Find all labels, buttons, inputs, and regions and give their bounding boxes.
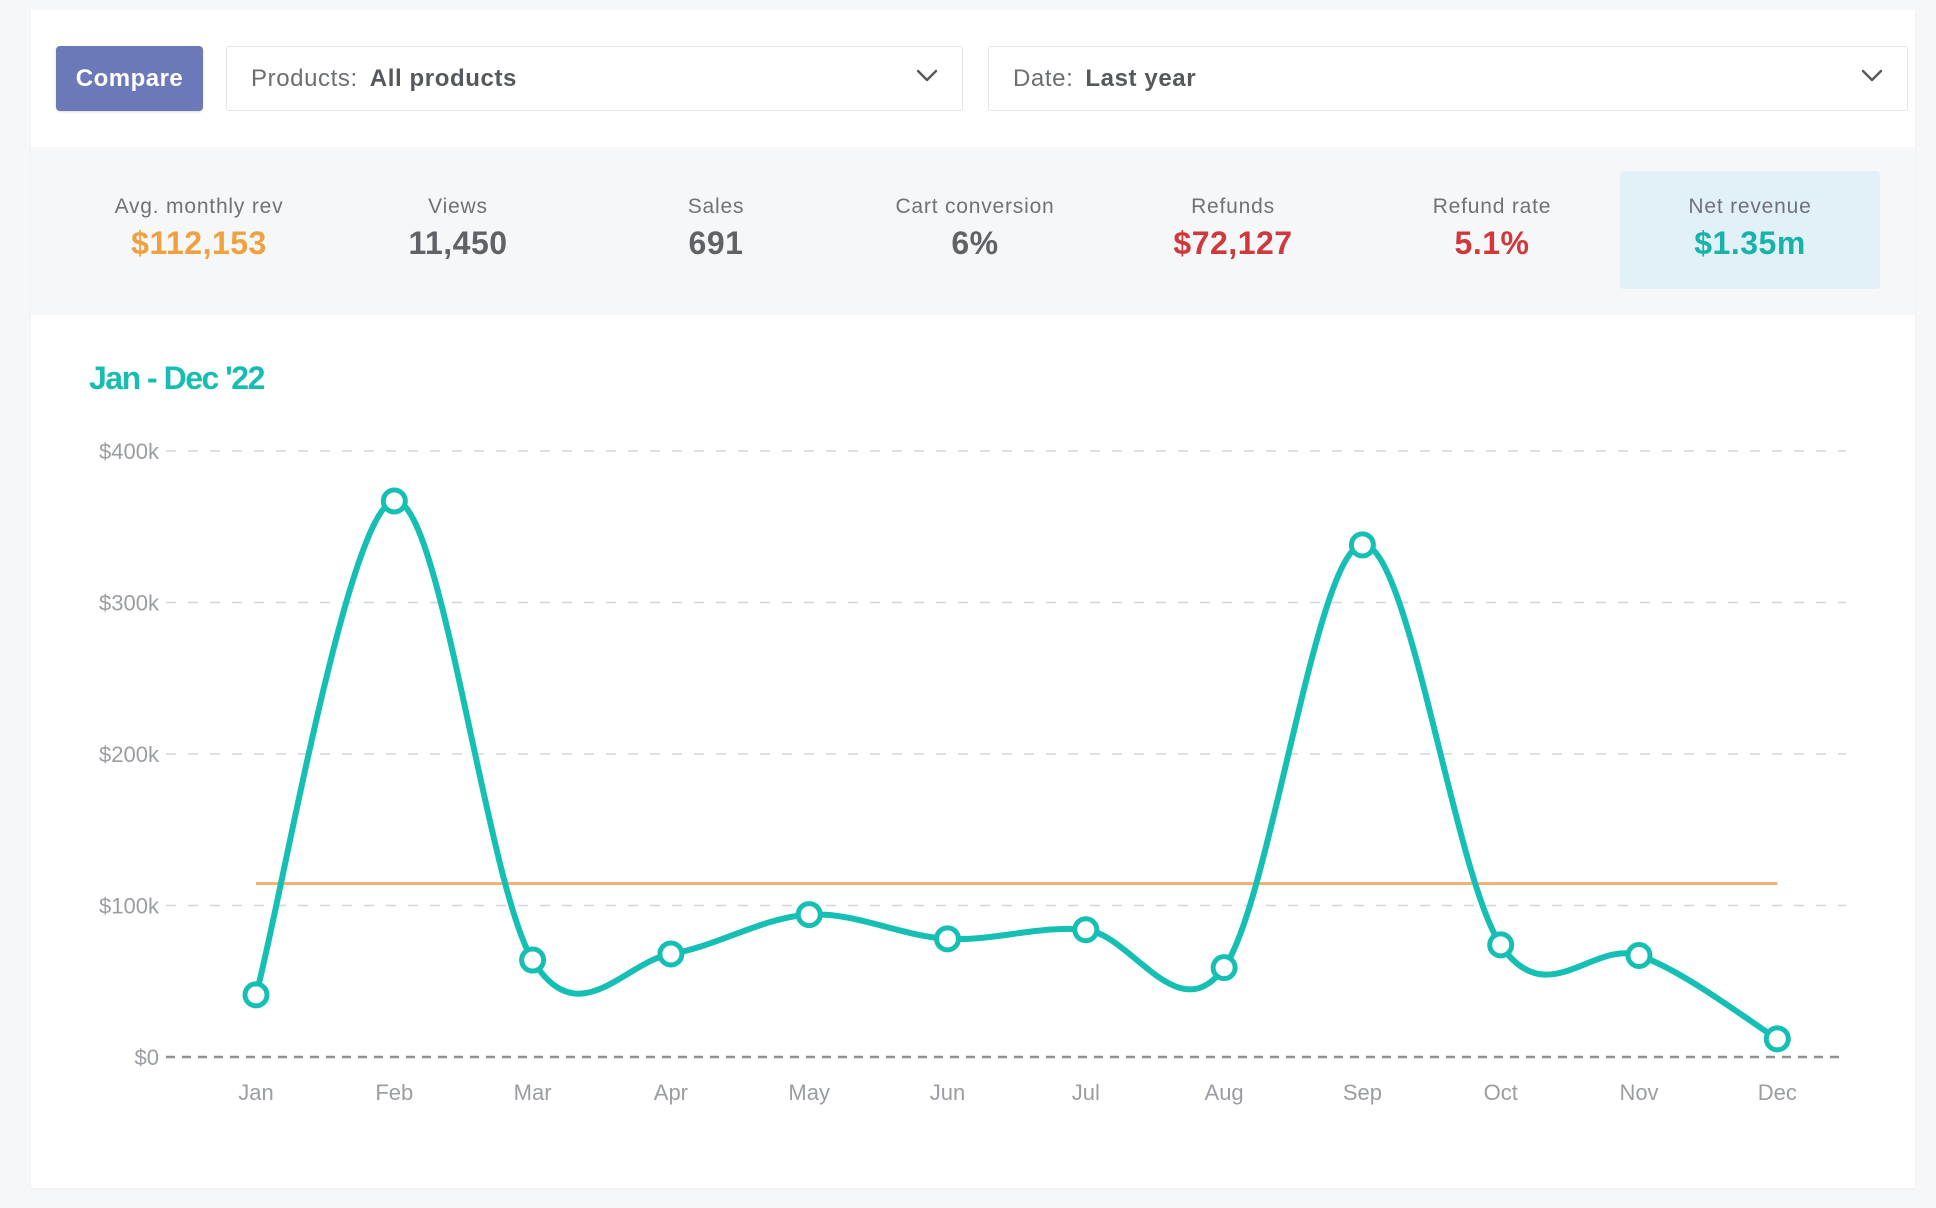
data-point xyxy=(242,981,270,1009)
x-tick-label: Jan xyxy=(238,1080,273,1105)
data-point xyxy=(1072,916,1100,944)
products-select-value: All products xyxy=(369,64,517,92)
stat-net-revenue[interactable]: Net revenue $1.35m xyxy=(1620,171,1880,289)
data-point xyxy=(1348,531,1376,559)
series-line xyxy=(253,497,1781,1042)
revenue-line-chart: $0 $100k $200k $300k $400k Jan Feb Mar Apr May Jun… xyxy=(99,439,1846,1105)
x-tick-label: Oct xyxy=(1484,1080,1518,1105)
products-select-label: Products: xyxy=(251,64,358,92)
chart-title: Jan - Dec '22 xyxy=(89,360,265,396)
data-point xyxy=(1625,941,1653,969)
data-point xyxy=(657,940,685,968)
stat-value: $72,127 xyxy=(1173,225,1293,261)
x-tick-label: Dec xyxy=(1758,1080,1797,1105)
data-point xyxy=(1210,954,1238,982)
x-tick-label: Sep xyxy=(1343,1080,1382,1105)
y-tick-label: $200k xyxy=(99,742,160,767)
data-point xyxy=(795,901,823,929)
data-point xyxy=(1487,931,1515,959)
products-select[interactable]: Products: All products xyxy=(226,46,963,111)
date-select-value: Last year xyxy=(1085,64,1197,92)
y-tick-label: $100k xyxy=(99,894,160,919)
x-tick-label: Mar xyxy=(514,1080,552,1105)
x-tick-label: Aug xyxy=(1205,1080,1244,1105)
date-select[interactable]: Date: Last year xyxy=(988,46,1908,111)
stat-value: 5.1% xyxy=(1454,225,1530,261)
stat-refunds: Refunds $72,127 xyxy=(1103,171,1363,289)
compare-button[interactable]: Compare xyxy=(56,46,203,111)
data-point xyxy=(1763,1025,1791,1053)
stat-views: Views 11,450 xyxy=(328,171,588,289)
x-tick-label: Jun xyxy=(930,1080,965,1105)
stat-value: 11,450 xyxy=(408,225,508,261)
stats-bar: Avg. monthly rev $112,153 Views 11,450 S… xyxy=(31,147,1915,315)
stat-cart-conversion: Cart conversion 6% xyxy=(845,171,1105,289)
data-point xyxy=(934,925,961,953)
stat-label: Cart conversion xyxy=(895,195,1055,218)
stat-avg-monthly-rev: Avg. monthly rev $112,153 xyxy=(69,171,329,289)
x-tick-label: Jul xyxy=(1072,1080,1100,1105)
y-tick-label: $0 xyxy=(135,1045,159,1070)
x-tick-label: May xyxy=(788,1080,830,1105)
x-tick-label: Nov xyxy=(1619,1080,1658,1105)
stat-value: 691 xyxy=(688,225,744,261)
stat-sales: Sales 691 xyxy=(586,171,846,289)
stat-label: Sales xyxy=(687,195,745,218)
stat-label: Refunds xyxy=(1191,195,1275,218)
y-tick-label: $400k xyxy=(99,439,160,464)
x-tick-label: Feb xyxy=(375,1080,413,1105)
stat-value: $1.35m xyxy=(1694,225,1806,261)
y-tick-label: $300k xyxy=(99,591,160,616)
stat-label: Views xyxy=(428,195,488,218)
data-point xyxy=(380,487,408,515)
chevron-down-icon xyxy=(1861,69,1883,82)
data-point xyxy=(519,946,547,974)
stat-label: Refund rate xyxy=(1432,195,1552,218)
revenue-card: Compare Products: All products Date: Las… xyxy=(31,10,1915,1188)
stat-refund-rate: Refund rate 5.1% xyxy=(1362,171,1622,289)
stat-label: Net revenue xyxy=(1688,195,1812,218)
stat-value: $112,153 xyxy=(131,225,267,261)
stat-label: Avg. monthly rev xyxy=(114,195,284,218)
stat-value: 6% xyxy=(951,225,999,261)
x-tick-label: Apr xyxy=(654,1080,688,1105)
chevron-down-icon xyxy=(916,69,938,82)
filter-toolbar: Compare Products: All products Date: Las… xyxy=(31,10,1915,146)
date-select-label: Date: xyxy=(1013,64,1074,92)
